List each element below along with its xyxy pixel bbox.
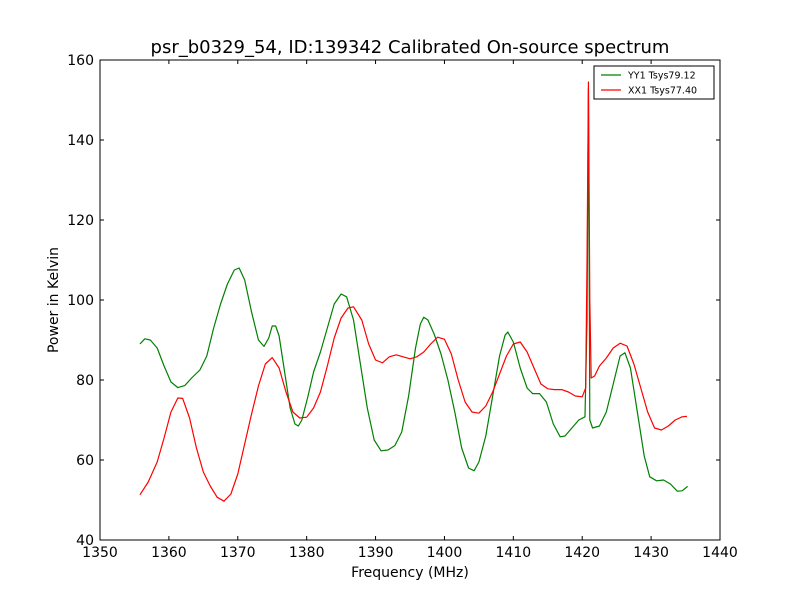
y-tick-label: 100 <box>67 293 94 309</box>
x-tick-label: 1420 <box>564 545 600 561</box>
ticks-layer: 1350 1360 1370 1380 1390 1400 1410 1420 1430 1440… <box>67 53 738 561</box>
y-axis-label: Power in Kelvin <box>46 247 62 353</box>
legend-label-xx1: XX1 Tsys77.40 <box>628 86 697 97</box>
series-layer <box>139 81 688 502</box>
plot-frame <box>99 59 721 541</box>
x-tick-label: 1390 <box>358 545 394 561</box>
x-tick-label: 1350 <box>82 545 118 561</box>
x-tick-label: 1430 <box>633 545 669 561</box>
y-tick-label: 80 <box>76 373 94 389</box>
legend: YY1 Tsys79.12 XX1 Tsys77.40 <box>593 65 715 100</box>
x-tick-label: 1440 <box>702 545 738 561</box>
chart-title: psr_b0329_54, ID:139342 Calibrated On-so… <box>151 37 670 58</box>
x-tick-label: 1380 <box>289 545 325 561</box>
legend-box <box>593 65 715 100</box>
x-axis-label: Frequency (MHz) <box>351 565 469 581</box>
series-line-yy1 <box>139 87 688 492</box>
y-tick-label: 60 <box>76 453 94 469</box>
y-tick-label: 40 <box>76 533 94 549</box>
y-tick-label: 160 <box>67 53 94 69</box>
x-tick-label: 1370 <box>220 545 256 561</box>
x-tick-label: 1360 <box>151 545 187 561</box>
x-tick-label: 1400 <box>427 545 463 561</box>
x-tick-label: 1410 <box>496 545 532 561</box>
legend-label-yy1: YY1 Tsys79.12 <box>627 71 696 82</box>
y-tick-label: 140 <box>67 133 94 149</box>
y-tick-label: 120 <box>67 213 94 229</box>
series-line-xx1 <box>139 81 687 502</box>
